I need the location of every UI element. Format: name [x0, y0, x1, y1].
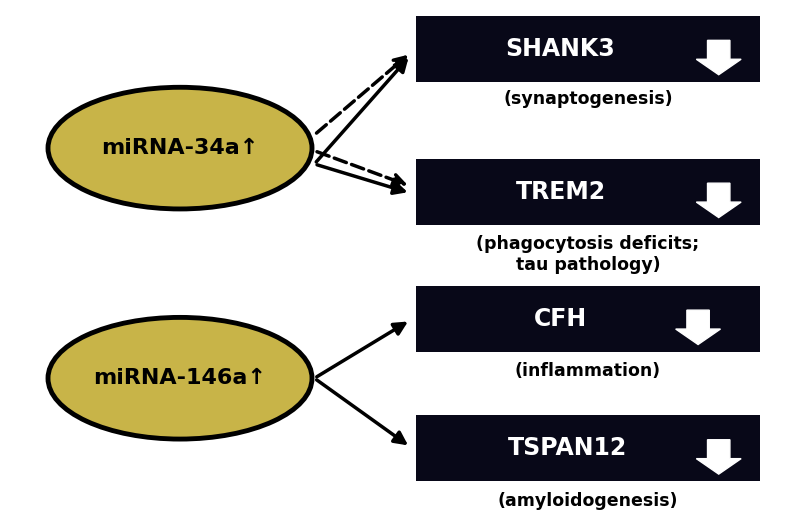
Text: (phagocytosis deficits;
tau pathology): (phagocytosis deficits; tau pathology) — [476, 235, 700, 274]
Bar — [416, 415, 760, 481]
Text: TSPAN12: TSPAN12 — [508, 436, 627, 460]
FancyArrow shape — [696, 183, 741, 217]
Text: TREM2: TREM2 — [515, 180, 606, 204]
Text: SHANK3: SHANK3 — [506, 37, 615, 61]
Ellipse shape — [48, 317, 312, 439]
Text: miRNA-34a↑: miRNA-34a↑ — [102, 138, 258, 158]
Text: CFH: CFH — [534, 307, 587, 331]
Text: (inflammation): (inflammation) — [515, 362, 661, 380]
Bar — [416, 286, 760, 352]
Text: (amyloidogenesis): (amyloidogenesis) — [498, 492, 678, 510]
FancyArrow shape — [696, 440, 741, 474]
Text: (synaptogenesis): (synaptogenesis) — [503, 90, 673, 108]
Ellipse shape — [48, 87, 312, 209]
FancyArrow shape — [676, 310, 721, 344]
Bar — [416, 159, 760, 225]
Bar — [416, 16, 760, 82]
Text: miRNA-146a↑: miRNA-146a↑ — [94, 368, 266, 388]
FancyArrow shape — [696, 40, 741, 75]
